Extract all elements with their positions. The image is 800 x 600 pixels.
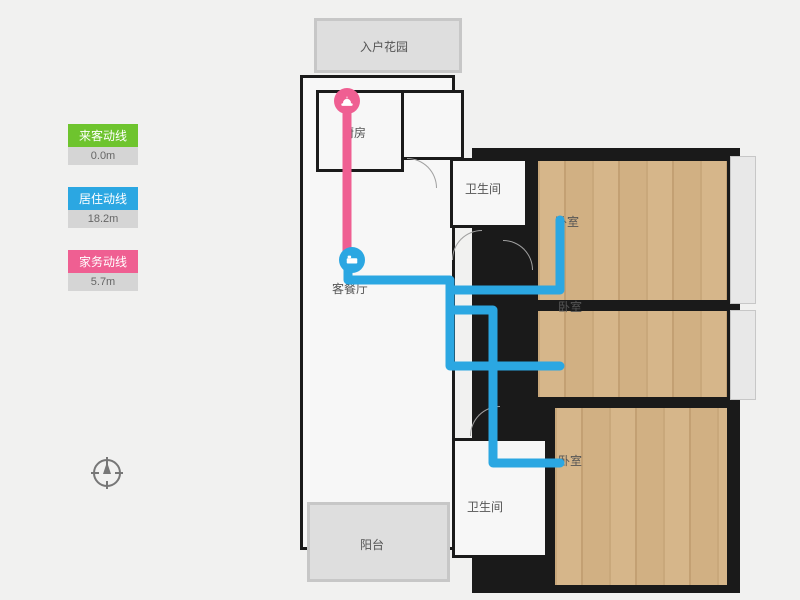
room-bed1 xyxy=(535,158,730,303)
room-bed2 xyxy=(535,308,730,400)
legend-living-label: 居住动线 xyxy=(68,187,138,210)
room-kitchen xyxy=(316,90,404,172)
door-arc xyxy=(452,230,482,260)
balcony-strip-2 xyxy=(730,310,756,400)
room-bath2 xyxy=(452,438,548,558)
legend-item-chores: 家务动线 5.7m xyxy=(68,250,138,291)
balcony-strip-1 xyxy=(730,156,756,304)
floor-plan: 入户花园 厨房 卫生间 卧室 卧室 卧室 卫生间 阳台 客餐厅 xyxy=(300,8,760,593)
room-niche xyxy=(404,90,464,160)
node-living-icon xyxy=(339,247,365,273)
legend-guest-label: 来客动线 xyxy=(68,124,138,147)
legend-chores-label: 家务动线 xyxy=(68,250,138,273)
legend-item-living: 居住动线 18.2m xyxy=(68,187,138,228)
compass-icon xyxy=(89,455,125,491)
room-balcony xyxy=(307,502,450,582)
legend-guest-value: 0.0m xyxy=(68,147,138,165)
legend-item-guest: 来客动线 0.0m xyxy=(68,124,138,165)
legend-living-value: 18.2m xyxy=(68,210,138,228)
legend: 来客动线 0.0m 居住动线 18.2m 家务动线 5.7m xyxy=(68,124,138,313)
room-entry-garden xyxy=(314,18,462,73)
room-bed3 xyxy=(552,405,730,588)
room-bath1 xyxy=(450,158,528,228)
legend-chores-value: 5.7m xyxy=(68,273,138,291)
node-kitchen-icon xyxy=(334,88,360,114)
